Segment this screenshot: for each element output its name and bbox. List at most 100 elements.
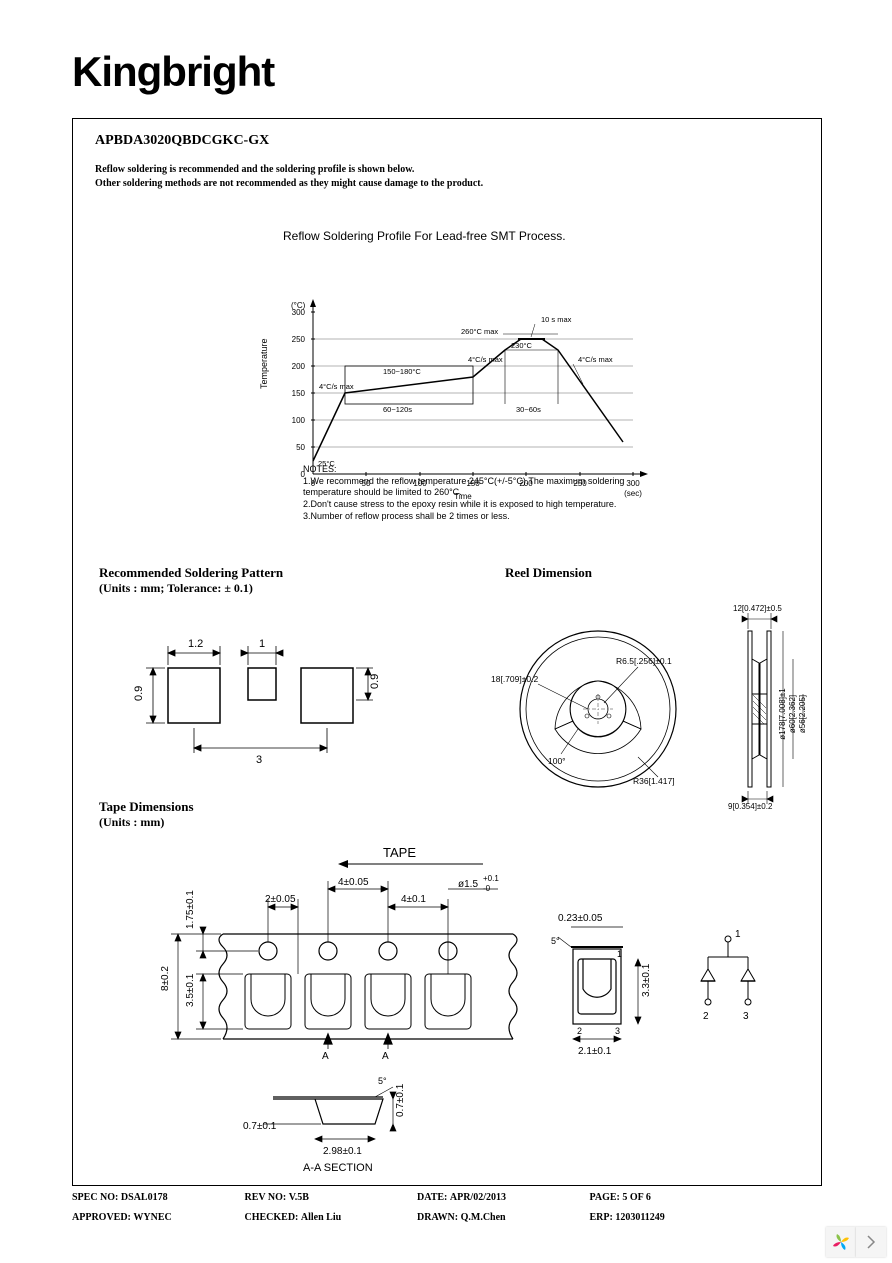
- approved-label: APPROVED:: [72, 1212, 131, 1223]
- part-number: APBDA3020QBDCGKC-GX: [95, 133, 269, 149]
- soldering-diagram: 1.2 1 0.9 0.9 3: [113, 613, 413, 783]
- checked-label: CHECKED:: [245, 1212, 299, 1223]
- reel-d1: ø178[7.008]±1: [778, 688, 787, 740]
- checked-value: Allen Liu: [301, 1212, 341, 1223]
- pin-2: 2: [703, 1011, 709, 1022]
- dim-pad-w: 1.2: [188, 638, 203, 650]
- pin-2a: 2: [577, 1026, 582, 1036]
- reel-d3: ø56[2.205]: [798, 695, 807, 733]
- note-2: 2.Don't cause stress to the epoxy resin …: [303, 499, 643, 511]
- dim-hole-tol: +0.1: [483, 874, 499, 883]
- reel-edge: 9[0.354]±0.2: [728, 802, 773, 811]
- reel-angle: 100°: [548, 756, 566, 766]
- reel-hole: 18[.709]±0.2: [491, 674, 538, 684]
- dim-comp-w: 2.1±0.1: [578, 1046, 612, 1057]
- dim-offset: 2±0.05: [265, 894, 296, 905]
- rev-no: V.5B: [289, 1192, 309, 1203]
- anno-ramp2: 4°C/s max: [468, 355, 503, 364]
- pin-3a: 3: [615, 1026, 620, 1036]
- anno-peak-temp: 230°C: [511, 341, 533, 350]
- dim-width: 8±0.2: [160, 966, 171, 991]
- dim-section-side: 0.7±0.1: [395, 1083, 406, 1117]
- anno-peak-hold: 10 s max: [541, 315, 572, 324]
- drawn-value: Q.M.Chen: [461, 1212, 506, 1223]
- pin-3: 3: [743, 1011, 749, 1022]
- notes-title: NOTES:: [303, 464, 643, 476]
- reel-diagram: 18[.709]±0.2 R6.5[.256]±0.1 R36[1.417] 1…: [483, 599, 813, 814]
- soldering-heading: Recommended Soldering Pattern (Units : m…: [99, 565, 283, 596]
- reel-d2: ø60[2.362]: [788, 695, 797, 733]
- dim-section-w: 2.98±0.1: [323, 1146, 362, 1157]
- chart-notes: NOTES: 1.We recommend the reflow tempera…: [303, 464, 643, 522]
- corner-widget: [826, 1227, 886, 1257]
- dim-comp-h: 3.3±0.1: [641, 963, 652, 997]
- ytick-200: 200: [292, 362, 306, 371]
- soldering-title: Recommended Soldering Pattern: [99, 565, 283, 581]
- approved-value: WYNEC: [133, 1212, 171, 1223]
- intro-line-2: Other soldering methods are not recommen…: [95, 177, 483, 191]
- dim-pad-h2: 0.9: [369, 674, 381, 689]
- anno-ramp1: 4°C/s max: [319, 382, 354, 391]
- intro-line-1: Reflow soldering is recommended and the …: [95, 163, 483, 177]
- anno-soak-time: 60~120s: [383, 405, 412, 414]
- dim-edge: 1.75±0.1: [185, 890, 196, 929]
- intro-text: Reflow soldering is recommended and the …: [95, 163, 483, 190]
- reel-outer: R36[1.417]: [633, 776, 675, 786]
- ytick-150: 150: [292, 389, 306, 398]
- dim-comp-angle: 5°: [551, 936, 560, 946]
- page-label: PAGE:: [590, 1192, 620, 1203]
- reflow-chart-title: Reflow Soldering Profile For Lead-free S…: [283, 229, 566, 243]
- footer-row-2: APPROVED: WYNEC CHECKED: Allen Liu DRAWN…: [72, 1212, 822, 1223]
- section-marker-a2: A: [382, 1051, 389, 1062]
- ytick-250: 250: [292, 335, 306, 344]
- dim-gap: 1: [259, 638, 265, 650]
- tape-label: TAPE: [383, 845, 416, 860]
- y-axis-label: Temperature: [259, 338, 269, 389]
- spec-no-label: SPEC NO:: [72, 1192, 118, 1203]
- dim-section-bottom: 0.7±0.1: [243, 1121, 277, 1132]
- tape-subtitle: (Units : mm): [99, 815, 194, 830]
- erp-label: ERP:: [590, 1212, 613, 1223]
- tape-heading: Tape Dimensions (Units : mm): [99, 799, 194, 830]
- flower-icon[interactable]: [826, 1227, 856, 1257]
- ytick-100: 100: [292, 416, 306, 425]
- dim-hole-dia: ø1.5: [458, 879, 478, 890]
- pin-1a: 1: [617, 949, 622, 959]
- note-1: 1.We recommend the reflow temperature 24…: [303, 476, 643, 499]
- reel-width: 12[0.472]±0.5: [733, 604, 782, 613]
- note-3: 3.Number of reflow process shall be 2 ti…: [303, 511, 643, 523]
- pin-1: 1: [735, 929, 741, 940]
- dim-span: 3: [256, 754, 262, 766]
- dim-hole-tol2: -0: [483, 884, 491, 893]
- section-marker-a1: A: [322, 1051, 329, 1062]
- footer-row-1: SPEC NO: DSAL0178 REV NO: V.5B DATE: APR…: [72, 1192, 822, 1203]
- rev-no-label: REV NO:: [245, 1192, 287, 1203]
- drawn-label: DRAWN:: [417, 1212, 458, 1223]
- anno-peak-time: 30~60s: [516, 405, 541, 414]
- chevron-right-icon[interactable]: [856, 1227, 886, 1257]
- page-frame: APBDA3020QBDCGKC-GX Reflow soldering is …: [72, 118, 822, 1186]
- y-unit: (°C): [291, 301, 306, 310]
- anno-cooldown: 4°C/s max: [578, 355, 613, 364]
- dim-pitch-hole: 4±0.05: [338, 877, 369, 888]
- ytick-50: 50: [296, 443, 305, 452]
- page-value: 5 OF 6: [622, 1192, 651, 1203]
- tape-diagram: TAPE: [103, 839, 803, 1179]
- dim-section-angle: 5°: [378, 1076, 387, 1086]
- date-label: DATE:: [417, 1192, 447, 1203]
- spec-no: DSAL0178: [121, 1192, 168, 1203]
- anno-peak-line: 260°C max: [461, 327, 498, 336]
- reel-hub: R6.5[.256]±0.1: [616, 656, 672, 666]
- dim-pitch-pocket: 4±0.1: [401, 894, 426, 905]
- dim-pocket-h: 3.5±0.1: [185, 973, 196, 1007]
- anno-soak-range: 150~180°C: [383, 367, 421, 376]
- dim-comp-thick: 0.23±0.05: [558, 913, 603, 924]
- soldering-subtitle: (Units : mm; Tolerance: ± 0.1): [99, 581, 283, 596]
- tape-title: Tape Dimensions: [99, 799, 194, 815]
- erp-value: 1203011249: [615, 1212, 664, 1223]
- brand-logo: Kingbright: [72, 48, 274, 96]
- dim-pad-h1: 0.9: [133, 686, 145, 701]
- section-label: A-A SECTION: [303, 1162, 373, 1174]
- reel-heading: Reel Dimension: [505, 565, 592, 581]
- date-value: APR/02/2013: [450, 1192, 506, 1203]
